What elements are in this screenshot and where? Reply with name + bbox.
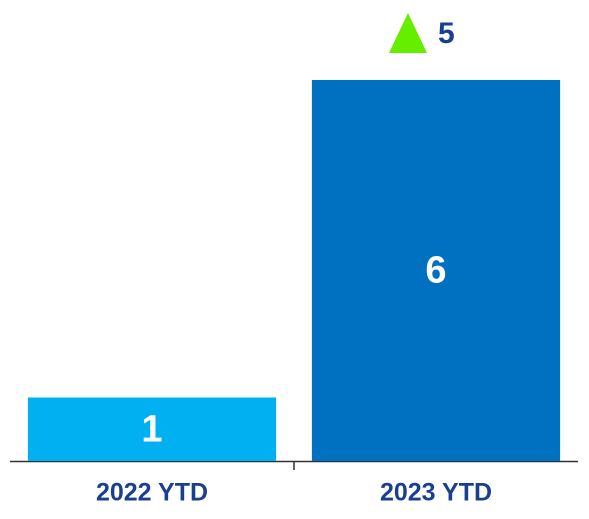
change-indicator [389, 13, 427, 53]
x-tick-label: 2022 YTD [96, 479, 208, 507]
bar [27, 397, 277, 461]
value-label: 6 [425, 250, 446, 292]
value-label: 1 [141, 408, 162, 450]
x-tick-label: 2023 YTD [380, 479, 492, 507]
bar [311, 80, 561, 461]
change-label: 5 [438, 17, 455, 50]
